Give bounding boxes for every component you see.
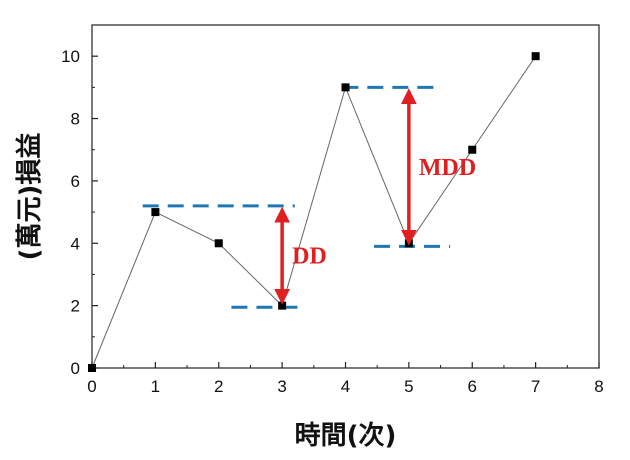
x-tick-label: 0 <box>87 377 96 396</box>
data-point <box>214 239 223 248</box>
y-axis-label: (萬元)損益 <box>15 133 45 261</box>
y-tick-label: 8 <box>71 110 80 129</box>
data-point <box>151 208 160 217</box>
x-tick-label: 8 <box>594 377 603 396</box>
data-point <box>88 364 96 372</box>
x-tick-label: 6 <box>468 377 477 396</box>
plot-frame <box>91 24 600 369</box>
reference-lines <box>142 85 451 309</box>
series-layer <box>88 52 540 372</box>
plot-border <box>91 24 600 369</box>
x-tick-label: 1 <box>151 377 160 396</box>
x-tick-label: 5 <box>404 377 413 396</box>
annotation-label: DD <box>292 244 327 270</box>
x-tick-label: 3 <box>277 377 286 396</box>
y-tick-label: 10 <box>61 47 80 66</box>
axis-labels-layer: 時間(次) (萬元)損益 <box>15 133 396 451</box>
data-point <box>468 145 477 154</box>
y-tick-label: 6 <box>71 172 80 191</box>
y-tick-label: 2 <box>71 297 80 316</box>
x-axis-label: 時間(次) <box>295 421 397 451</box>
y-tick-label: 0 <box>71 359 80 378</box>
axis-ticks: 0 1 2 3 4 5 6 7 8 0 2 4 6 8 10 <box>61 47 604 396</box>
annotation-label: MDD <box>419 155 476 181</box>
data-point <box>278 301 287 310</box>
data-point <box>531 52 540 61</box>
annotations-layer: DD MDD <box>274 88 476 305</box>
data-point <box>341 83 350 92</box>
x-tick-label: 2 <box>214 377 223 396</box>
series-line <box>91 55 537 369</box>
y-tick-label: 4 <box>71 234 80 253</box>
x-tick-label: 4 <box>341 377 350 396</box>
x-tick-label: 7 <box>531 377 540 396</box>
